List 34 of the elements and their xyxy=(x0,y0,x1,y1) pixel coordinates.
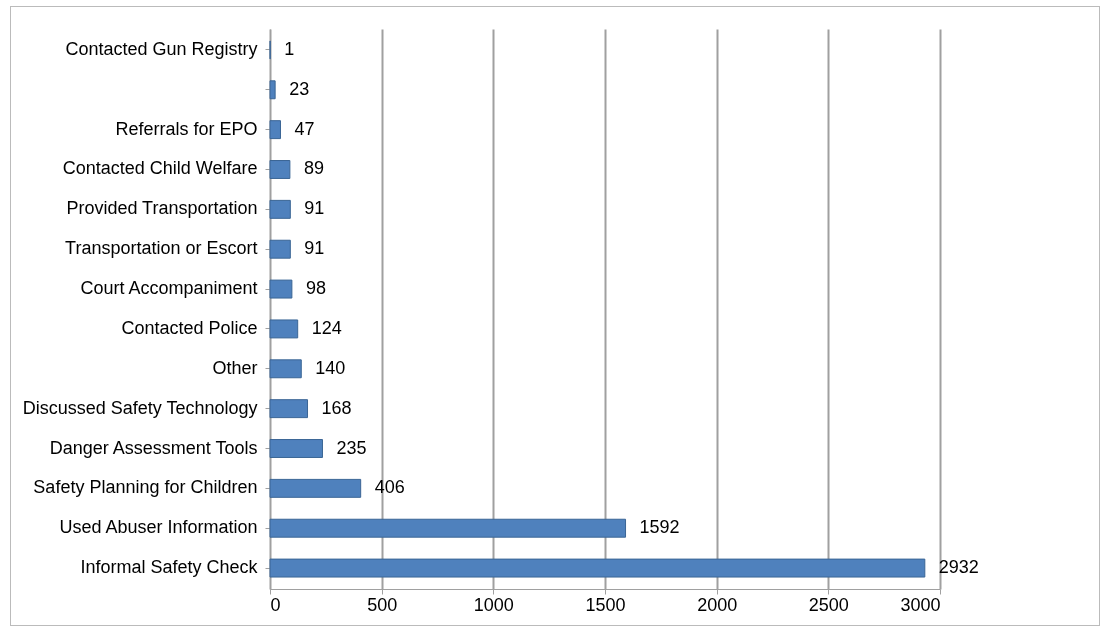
data-label: 98 xyxy=(305,278,326,299)
y-tick-label: Other xyxy=(212,357,258,378)
data-label: 1 xyxy=(284,38,295,59)
y-tick-label: Contacted Police xyxy=(121,317,258,338)
x-tick-label: 0 xyxy=(270,594,281,615)
x-tick-label: 500 xyxy=(367,594,398,615)
y-tick-label: Referrals for EPO xyxy=(115,118,258,139)
x-tick-label: 1000 xyxy=(473,594,514,615)
data-label: 23 xyxy=(289,78,310,99)
y-tick-label: Danger Assessment Tools xyxy=(49,437,258,458)
y-tick-label: Contacted Child Welfare xyxy=(62,158,258,179)
y-tick-label: Court Accompaniment xyxy=(80,278,258,299)
y-tick-label: Contacted Gun Registry xyxy=(65,38,258,59)
y-tick-label: Transportation or Escort xyxy=(65,238,258,259)
x-tick-label: 3000 xyxy=(900,594,941,615)
x-tick-label: 1500 xyxy=(585,594,626,615)
data-label: 91 xyxy=(304,238,325,259)
x-tick-label: 2500 xyxy=(808,594,849,615)
y-tick-label: Informal Safety Check xyxy=(80,557,259,578)
y-tick-label: Discussed Safety Technology xyxy=(22,397,258,418)
data-label: 168 xyxy=(321,397,352,418)
y-tick-label: Safety Planning for Children xyxy=(33,477,258,498)
y-tick-label: Used Abuser Information xyxy=(59,517,258,538)
data-label: 235 xyxy=(336,437,367,458)
data-label: 89 xyxy=(303,158,324,179)
data-label: 1592 xyxy=(639,517,680,538)
data-label: 47 xyxy=(294,118,315,139)
x-tick-label: 2000 xyxy=(697,594,738,615)
data-label: 91 xyxy=(304,198,325,219)
data-label: 124 xyxy=(311,317,342,338)
data-label: 406 xyxy=(374,477,405,498)
data-label: 2932 xyxy=(938,557,979,578)
y-tick-label: Provided Transportation xyxy=(66,198,258,219)
data-label: 140 xyxy=(315,357,346,378)
